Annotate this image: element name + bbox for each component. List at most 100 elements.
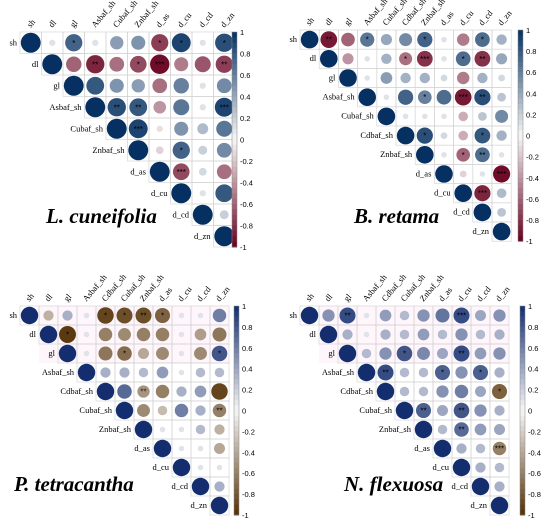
correlation-circle	[174, 121, 189, 136]
panel-title: L. cuneifolia	[46, 204, 157, 228]
correlogram-panel: sh dl gl Asbaf_sh Cubaf_sh Cdbaf_sh Znbaf_sh d_…	[280, 0, 550, 260]
colorbar-segment	[520, 447, 525, 453]
correlation-circle	[436, 89, 452, 105]
significance-marker: **	[92, 60, 98, 69]
colorbar-segment	[234, 316, 239, 323]
correlation-circle	[109, 56, 125, 72]
colorbar-segment	[518, 114, 523, 121]
colorbar-segment	[518, 214, 523, 221]
correlation-circle	[417, 31, 433, 48]
significance-marker: *	[161, 312, 164, 321]
correlation-circle	[455, 366, 468, 379]
correlation-circle	[178, 331, 185, 338]
colorbar-segment	[518, 82, 523, 89]
correlation-circle	[455, 51, 471, 67]
column-label: gl	[341, 291, 353, 303]
column-label: d_zn	[218, 10, 237, 30]
column-label: d_cd	[474, 284, 493, 304]
correlation-circle	[436, 385, 449, 398]
colorbar-segment	[520, 368, 525, 375]
row-label: d_zn	[190, 500, 207, 510]
correlation-circle	[219, 210, 229, 220]
colorbar-segment	[234, 363, 239, 370]
correlation-circle	[154, 307, 171, 324]
significance-marker: **	[458, 426, 464, 435]
correlation-circle	[128, 140, 149, 161]
colorbar-tick-label: -0.6	[528, 469, 541, 478]
correlation-circle	[171, 33, 191, 53]
colorbar-segment	[520, 311, 525, 317]
significance-marker: *	[423, 93, 426, 102]
colorbar-segment	[234, 452, 239, 459]
colorbar-segment	[234, 389, 239, 396]
correlation-circle	[216, 142, 232, 158]
correlation-circle	[199, 82, 206, 89]
colorbar-segment	[234, 478, 239, 485]
colorbar-segment	[234, 321, 239, 328]
panel-title: N. flexuosa	[344, 472, 444, 496]
correlation-circle	[397, 89, 414, 105]
colorbar-segment	[520, 384, 525, 391]
correlation-circle	[416, 50, 433, 67]
row-label: d_as	[416, 168, 432, 178]
significance-marker: *	[479, 369, 482, 378]
significance-marker: *	[123, 350, 126, 359]
colorbar-frame	[519, 305, 526, 516]
correlation-circle	[212, 403, 227, 418]
colorbar-segment	[520, 306, 525, 312]
correlation-circle	[198, 145, 208, 155]
colorbar-segment	[232, 37, 237, 44]
colorbar-tick-label: 0	[242, 407, 246, 416]
colorbar-segment	[518, 235, 523, 242]
correlation-circle	[454, 384, 469, 399]
row-label: dl	[32, 59, 39, 69]
correlation-circle	[342, 329, 353, 340]
colorbar-segment	[520, 326, 525, 333]
colorbar-segment	[232, 64, 237, 71]
significance-marker: *	[481, 36, 484, 45]
correlation-circle	[83, 350, 90, 357]
correlation-circle	[194, 328, 207, 341]
colorbar-segment	[518, 77, 523, 84]
correlation-circle	[380, 329, 391, 340]
correlation-circle	[496, 188, 507, 199]
correlation-circle	[493, 309, 506, 322]
row-label: Cubaf_sh	[70, 123, 103, 133]
correlation-circle	[474, 89, 491, 106]
significance-marker: *	[481, 132, 484, 141]
correlation-circle	[109, 78, 124, 93]
correlation-circle	[376, 382, 395, 401]
colorbar-segment	[518, 30, 523, 36]
colorbar-segment	[518, 35, 523, 42]
correlation-circle	[475, 443, 486, 454]
correlation-circle	[493, 423, 506, 436]
column-label: d_cu	[175, 284, 194, 304]
colorbar-tick-label: -0.8	[526, 216, 539, 225]
correlation-circle	[377, 107, 396, 126]
correlation-circle	[453, 307, 470, 324]
correlation-circle	[416, 146, 434, 164]
colorbar-tick-label: 1	[528, 302, 532, 311]
row-label: d_zn	[194, 231, 211, 241]
row-label: sh	[9, 37, 17, 47]
row-label: Asbaf_sh	[49, 102, 82, 112]
colorbar-segment	[518, 135, 523, 142]
correlation-circle	[97, 307, 114, 324]
colorbar-segment	[520, 441, 525, 448]
row-label: Cdbaf_sh	[340, 386, 373, 396]
significance-marker: *	[72, 39, 75, 48]
correlation-circle	[396, 126, 415, 145]
correlation-circle	[452, 458, 471, 477]
colorbar-segment	[234, 384, 239, 391]
colorbar-tick-label: 1	[240, 28, 244, 37]
correlation-circle	[159, 426, 166, 433]
correlation-circle	[197, 312, 204, 319]
correlation-circle	[475, 147, 490, 163]
row-label: dl	[29, 329, 36, 339]
colorbar-tick-label: 0.8	[240, 50, 250, 59]
correlation-circle	[215, 33, 234, 52]
correlation-circle	[197, 445, 204, 452]
correlation-circle	[434, 364, 451, 381]
significance-marker: ***	[495, 445, 504, 454]
significance-marker: *	[66, 331, 69, 340]
